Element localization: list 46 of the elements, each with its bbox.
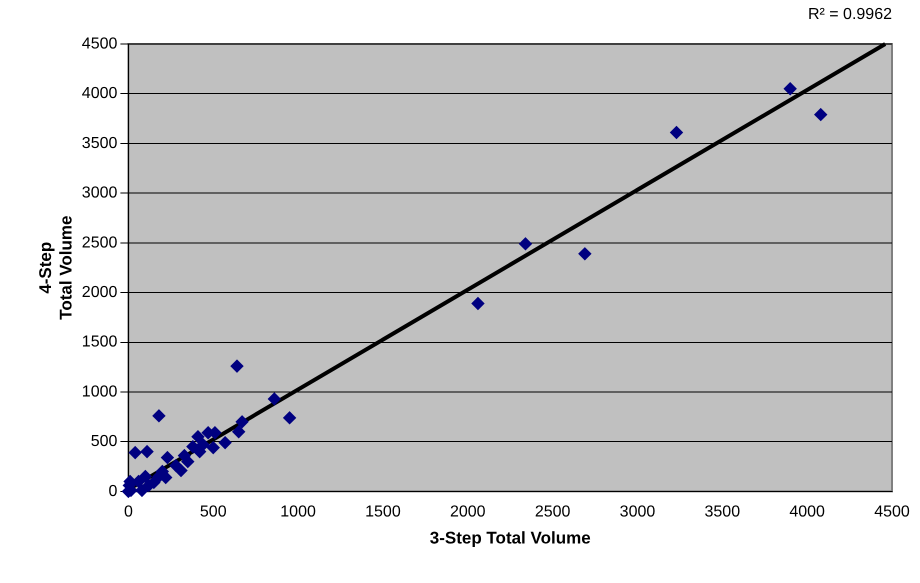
y-tick-label: 3500 [82,134,118,152]
y-tick-label: 4000 [82,85,118,102]
point [128,446,142,460]
point [268,392,281,406]
point [152,409,166,422]
point [471,296,484,310]
y-axis-title: 4-Step Total Volume [36,216,76,320]
x-tick-label: 2500 [534,503,571,520]
x-tick-label: 3000 [620,503,656,520]
point [181,455,194,468]
x-tick-label: 4000 [789,503,826,520]
point [283,411,296,424]
point [206,441,220,454]
x-tick-label: 1000 [280,503,316,520]
y-tick-label: 2500 [82,234,118,252]
point [191,430,204,444]
point [518,237,532,250]
point [814,108,828,122]
y-tick-label: 4500 [82,35,118,52]
x-tick-label: 3500 [704,503,740,520]
y-tick-label: 0 [108,482,118,500]
point [236,415,249,428]
x-tick-label: 1500 [365,503,401,520]
y-tick-label: 1000 [82,383,118,400]
x-tick-label: 500 [200,503,227,520]
point [230,360,244,373]
text: R² = 0.9962 [808,6,892,24]
point [135,484,148,497]
point [232,425,246,438]
point [196,438,210,452]
x-tick-label: 0 [124,503,133,520]
x-tick-label: 4500 [874,503,910,520]
y-tick-label: 2000 [82,284,118,301]
point [140,445,154,458]
y-tick-label: 500 [90,433,118,450]
x-axis-title: 3-Step Total Volume [430,528,591,548]
point [670,126,683,139]
y-tick-label: 3000 [82,184,118,202]
point [218,436,232,450]
point [578,247,592,260]
x-tick-label: 2000 [450,503,486,520]
point [169,459,182,472]
point [784,82,797,96]
y-tick-label: 1500 [82,334,118,351]
point [160,451,174,464]
point [186,440,200,454]
